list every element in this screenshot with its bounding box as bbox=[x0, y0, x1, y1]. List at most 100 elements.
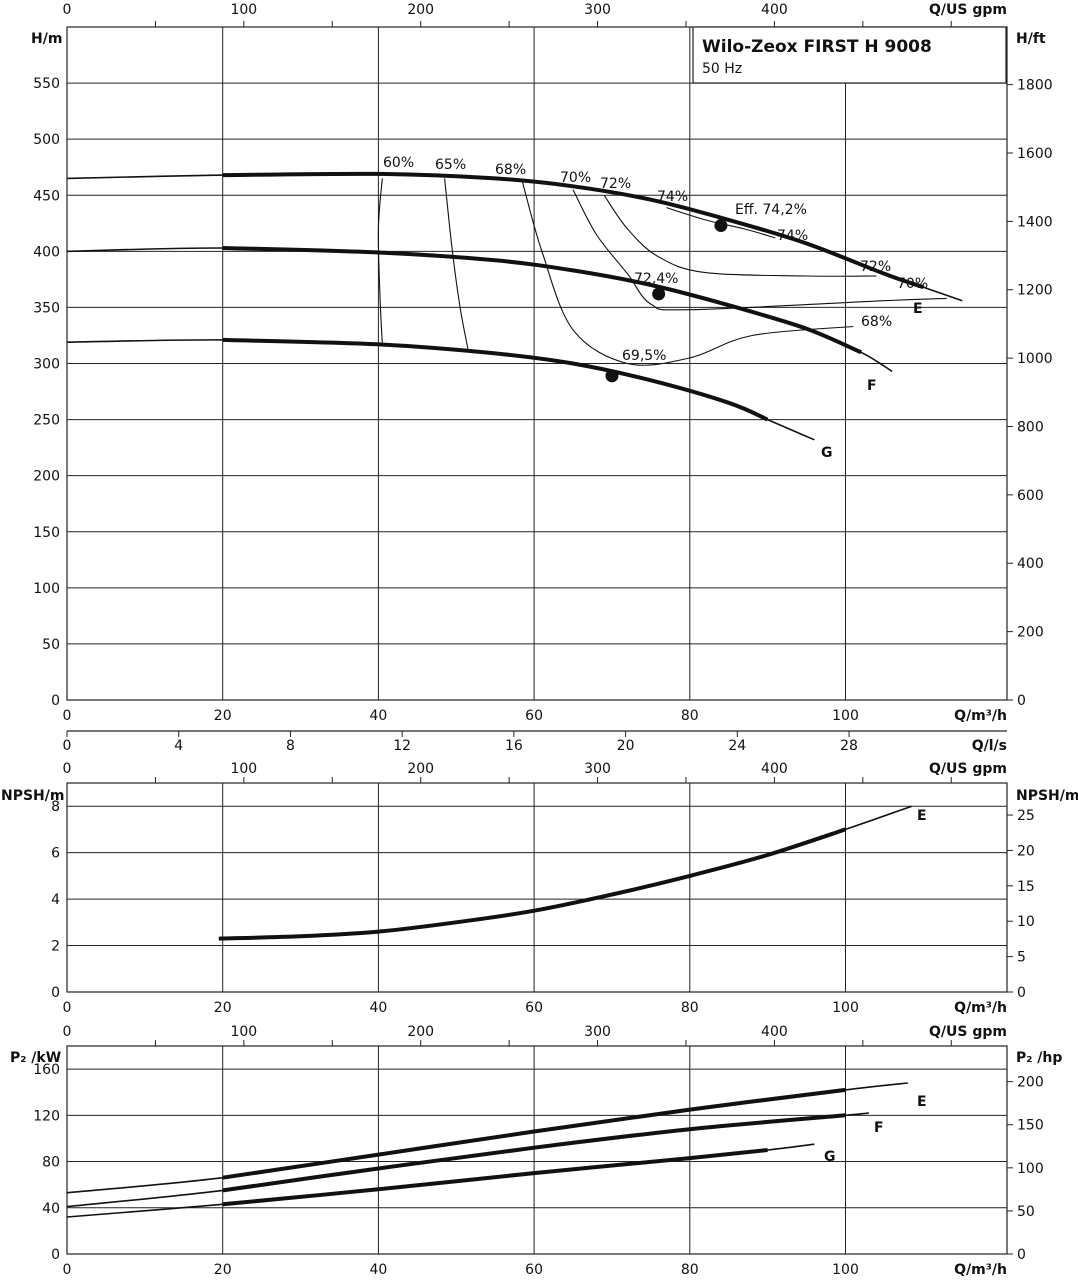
tick-label-p2-hp: 150 bbox=[1017, 1118, 1044, 1134]
tick-label-h-ft: 1400 bbox=[1017, 214, 1053, 230]
npsh-curve-label-e: E bbox=[917, 808, 927, 824]
tick-label-m3h: 80 bbox=[681, 1000, 699, 1016]
head-curve-f bbox=[222, 246, 862, 355]
tick-label-h-m: 250 bbox=[33, 413, 60, 429]
tick-label-usgpm: 400 bbox=[761, 761, 788, 777]
tick-label-usgpm: 0 bbox=[63, 761, 72, 777]
tick-label-usgpm: 400 bbox=[761, 1024, 788, 1040]
tick-label-p2-kw: 0 bbox=[51, 1247, 60, 1263]
tick-label-h-m: 550 bbox=[33, 76, 60, 92]
tick-label-m3h: 80 bbox=[681, 708, 699, 724]
bep-marker-g bbox=[605, 369, 619, 383]
tick-label-p2-hp: 0 bbox=[1017, 1247, 1026, 1263]
bottom-axis-unit-m3h-3: Q/m³/h bbox=[954, 1262, 1007, 1278]
bottom-axis-unit-ls: Q/l/s bbox=[972, 738, 1007, 754]
chart-title: Wilo-Zeox FIRST H 9008 bbox=[702, 37, 932, 57]
iso-eff-60 bbox=[377, 178, 383, 344]
efficiency-label-bep-e: Eff. 74,2% bbox=[735, 202, 807, 218]
tick-label-p2-kw: 160 bbox=[33, 1062, 60, 1078]
tick-label-ls: 24 bbox=[728, 738, 746, 754]
tick-label-ls: 16 bbox=[505, 738, 523, 754]
top-axis-unit-usgpm-1: Q/US gpm bbox=[929, 2, 1007, 18]
tick-label-usgpm: 0 bbox=[63, 1024, 72, 1040]
bep-marker-f bbox=[652, 287, 666, 301]
tick-label-h-ft: 1000 bbox=[1017, 351, 1053, 367]
tick-label-m3h: 20 bbox=[214, 1000, 232, 1016]
power-curve-label-f: F bbox=[874, 1120, 884, 1136]
tick-label-m3h: 40 bbox=[369, 1262, 387, 1278]
tick-label-h-m: 350 bbox=[33, 300, 60, 316]
tick-label-h-m: 150 bbox=[33, 525, 60, 541]
tick-label-m3h: 100 bbox=[832, 1000, 859, 1016]
bottom-axis-unit-m3h-2: Q/m³/h bbox=[954, 1000, 1007, 1016]
title-box: Wilo-Zeox FIRST H 9008 50 Hz bbox=[692, 26, 1007, 84]
tick-label-p2-hp: 100 bbox=[1017, 1161, 1044, 1177]
tick-label-h-m: 100 bbox=[33, 581, 60, 597]
tick-label-p2-kw: 120 bbox=[33, 1108, 60, 1124]
top-axis-unit-usgpm-3: Q/US gpm bbox=[929, 1024, 1007, 1040]
tick-label-p2-kw: 80 bbox=[42, 1155, 60, 1171]
left-axis-unit-h-m: H/m bbox=[31, 31, 62, 47]
tick-label-h-ft: 800 bbox=[1017, 419, 1044, 435]
tick-label-m3h: 60 bbox=[525, 1000, 543, 1016]
tick-label-h-m: 0 bbox=[51, 693, 60, 709]
iso-eff-65 bbox=[444, 178, 469, 350]
right-axis-unit-npsh: NPSH/m bbox=[1016, 788, 1078, 804]
tick-label-usgpm: 400 bbox=[761, 2, 788, 18]
tick-label-npsh-right: 20 bbox=[1017, 843, 1035, 859]
efficiency-label-bep-g: 69,5% bbox=[622, 348, 666, 364]
tick-label-p2-hp: 200 bbox=[1017, 1075, 1044, 1091]
tick-label-usgpm: 300 bbox=[584, 1024, 611, 1040]
tick-label-h-m: 300 bbox=[33, 357, 60, 373]
tick-label-ls: 0 bbox=[63, 738, 72, 754]
npsh-curve-e-extent bbox=[218, 805, 912, 940]
power-curve-e bbox=[222, 1087, 846, 1180]
right-axis-unit-h-ft: H/ft bbox=[1016, 31, 1046, 47]
tick-label-npsh-left: 2 bbox=[51, 939, 60, 955]
tick-label-h-m: 500 bbox=[33, 132, 60, 148]
tick-label-npsh-left: 8 bbox=[51, 799, 60, 815]
tick-label-h-m: 200 bbox=[33, 469, 60, 485]
tick-label-h-m: 400 bbox=[33, 244, 60, 260]
tick-label-m3h: 40 bbox=[369, 708, 387, 724]
label-layer: 0 20 40 60 80 1000 20 40 60 80 1000 20 40 60 80 1000 4 8 1… bbox=[33, 2, 1052, 1278]
tick-label-h-ft: 600 bbox=[1017, 488, 1044, 504]
tick-label-ls: 4 bbox=[174, 738, 183, 754]
chart-subtitle: 50 Hz bbox=[702, 61, 742, 77]
bep-marker-e bbox=[714, 219, 728, 233]
power-curve-f-extent bbox=[66, 1112, 869, 1208]
head-curve-g-extent bbox=[66, 339, 815, 441]
efficiency-label-74-right: 74% bbox=[777, 228, 808, 244]
tick-label-h-ft: 0 bbox=[1017, 693, 1026, 709]
tick-label-ls: 20 bbox=[617, 738, 635, 754]
iso-eff-68 bbox=[521, 181, 854, 366]
efficiency-label-70-right: 70% bbox=[897, 276, 928, 292]
tick-label-m3h: 0 bbox=[63, 1262, 72, 1278]
iso-eff-74 bbox=[666, 207, 776, 239]
power-curve-f bbox=[222, 1113, 846, 1193]
iso-eff-70 bbox=[572, 189, 947, 311]
tick-label-npsh-right: 5 bbox=[1017, 950, 1026, 966]
bottom-axis-unit-m3h-1: Q/m³/h bbox=[954, 708, 1007, 724]
tick-label-ls: 12 bbox=[393, 738, 411, 754]
tick-label-usgpm: 300 bbox=[584, 761, 611, 777]
plot-frame-power bbox=[66, 1045, 1008, 1255]
tick-label-m3h: 60 bbox=[525, 708, 543, 724]
tick-label-m3h: 0 bbox=[63, 708, 72, 724]
tick-label-usgpm: 100 bbox=[230, 1024, 257, 1040]
head-curve-label-f: F bbox=[867, 378, 877, 394]
tick-label-m3h: 0 bbox=[63, 1000, 72, 1016]
tick-label-m3h: 100 bbox=[832, 1262, 859, 1278]
power-curve-label-e: E bbox=[917, 1094, 927, 1110]
tick-label-m3h: 60 bbox=[525, 1262, 543, 1278]
tick-label-npsh-left: 4 bbox=[51, 892, 60, 908]
efficiency-label-68-right: 68% bbox=[861, 314, 892, 330]
grid-layer bbox=[66, 21, 1013, 1255]
tick-label-p2-hp: 50 bbox=[1017, 1204, 1035, 1220]
tick-label-p2-kw: 40 bbox=[42, 1201, 60, 1217]
left-axis-unit-p2-kw: P₂ /kW bbox=[10, 1050, 61, 1066]
left-axis-unit-npsh: NPSH/m bbox=[1, 788, 64, 804]
plot-frame-npsh bbox=[66, 782, 1008, 993]
tick-label-h-m: 50 bbox=[42, 637, 60, 653]
curve-layer bbox=[66, 171, 963, 1218]
